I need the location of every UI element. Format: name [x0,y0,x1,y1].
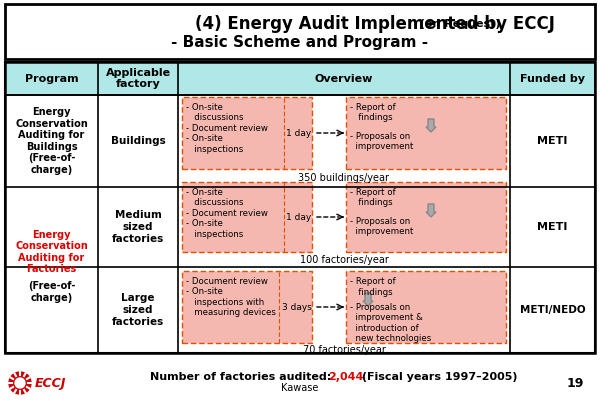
Text: METI: METI [538,136,568,146]
Text: - Proposals on
  improvement &
  introduction of
  new technologies: - Proposals on improvement & introductio… [350,303,431,343]
Bar [182,97,312,169]
Text: - On-site
   discussions
- Document review
- On-site
   inspections: - On-site discussions - Document review … [186,103,268,154]
Text: 2,044: 2,044 [328,372,364,382]
Text: 1 day: 1 day [286,212,311,222]
Text: METI/NEDO: METI/NEDO [520,305,586,315]
Bar [346,271,506,343]
Text: - On-site
   discussions
- Document review
- On-site
   inspections: - On-site discussions - Document review … [186,188,268,239]
Text: (4) Energy Audit Implemented by ECCJ: (4) Energy Audit Implemented by ECCJ [195,15,555,33]
Bar [5,62,595,95]
Text: - Report of
   findings: - Report of findings [350,103,395,122]
FancyArrow shape [426,204,436,217]
Text: ECCJ: ECCJ [35,376,67,390]
Text: (on Request): (on Request) [195,19,500,29]
Text: - Proposals on
  improvement: - Proposals on improvement [350,132,413,151]
Text: Program: Program [25,73,79,83]
Text: Medium
sized
factories: Medium sized factories [112,210,164,244]
Text: Buildings: Buildings [110,136,166,146]
Text: - Document review
- On-site
   inspections with
   measuring devices: - Document review - On-site inspections … [186,277,276,317]
Text: Energy
Conservation
Auditing for
Buildings
(Free-of-
charge): Energy Conservation Auditing for Buildin… [15,107,88,175]
Text: - Basic Scheme and Program -: - Basic Scheme and Program - [172,36,428,51]
Text: 1 day: 1 day [286,129,311,137]
Bar [346,97,506,169]
Text: Energy
Conservation
Auditing for
Factories: Energy Conservation Auditing for Factori… [15,229,88,274]
Circle shape [9,372,31,394]
Text: findings: findings [350,288,392,297]
Text: 350 buildings/year: 350 buildings/year [299,173,389,183]
Circle shape [15,378,25,388]
Bar [346,182,506,252]
Text: Large
sized
factories: Large sized factories [112,293,164,327]
Text: (Fiscal years 1997–2005): (Fiscal years 1997–2005) [358,372,517,382]
Text: METI: METI [538,222,568,232]
Text: Funded by: Funded by [520,73,585,83]
Text: Kawase: Kawase [281,383,319,393]
Text: - Proposals on
  improvement: - Proposals on improvement [350,217,413,237]
Text: 3 days: 3 days [282,303,312,312]
Text: 100 factories/year: 100 factories/year [299,255,388,265]
Text: Overview: Overview [315,73,373,83]
FancyArrow shape [363,293,373,306]
Bar [182,271,312,343]
Text: Applicable
factory: Applicable factory [106,68,170,89]
Text: - Report of
   findings: - Report of findings [350,188,395,208]
Text: 19: 19 [566,376,584,390]
FancyArrow shape [426,119,436,132]
Bar [5,4,595,59]
Bar [182,182,312,252]
Text: 70 factories/year: 70 factories/year [302,345,385,355]
Text: (Free-of-
charge): (Free-of- charge) [28,281,75,303]
Bar [5,62,595,353]
Text: Number of factories audited:: Number of factories audited: [150,372,335,382]
Text: - Report of: - Report of [350,277,395,286]
Bar [5,62,595,353]
